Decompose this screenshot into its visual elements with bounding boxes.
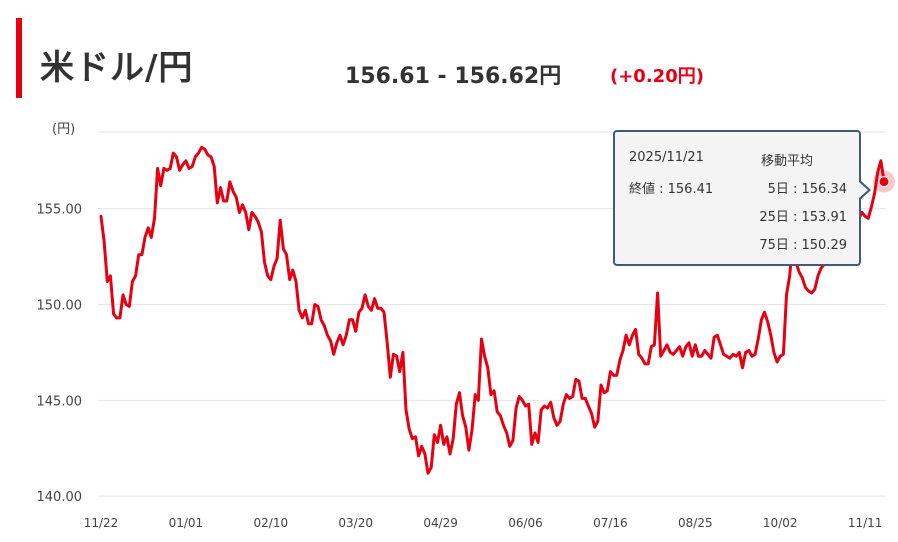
tooltip-ma-title: 移動平均 — [761, 154, 814, 169]
y-tick-label: 140.00 — [37, 490, 83, 505]
price-change: (+0.20円) — [610, 66, 704, 87]
x-tick-label: 04/29 — [423, 516, 458, 530]
x-tick-label: 06/06 — [508, 516, 543, 530]
hover-marker-point[interactable] — [878, 176, 890, 188]
data-tooltip: 2025/11/21 移動平均 終値 : 156.41 5日 : 156.34 … — [613, 130, 871, 266]
y-tick-label: 145.00 — [37, 394, 83, 409]
x-tick-label: 11/22 — [84, 516, 119, 530]
x-tick-label: 08/25 — [678, 516, 713, 530]
x-tick-label: 02/10 — [254, 516, 289, 530]
price-range: 156.61 - 156.62円 — [345, 64, 562, 89]
tooltip-date: 2025/11/21 — [629, 150, 704, 165]
tooltip-pointer-fill — [859, 182, 868, 198]
x-axis-ticks: 11/22 01/01 02/10 03/20 04/29 06/06 07/16 08/25… — [84, 516, 883, 530]
y-axis-unit-label: (円) — [52, 122, 75, 137]
y-tick-label: 155.00 — [37, 203, 83, 218]
page-title: 米ドル/円 — [40, 48, 194, 88]
y-tick-label: 150.00 — [37, 299, 83, 314]
x-tick-label: 10/02 — [763, 516, 798, 530]
tooltip-ma25: 25日 : 153.91 — [759, 210, 847, 225]
tooltip-ma5: 5日 : 156.34 — [767, 182, 847, 197]
series-line — [99, 145, 886, 475]
y-axis-ticks: 155.00 150.00 145.00 140.00 — [37, 203, 83, 505]
x-tick-label: 07/16 — [593, 516, 628, 530]
tooltip-ma75: 75日 : 150.29 — [759, 238, 847, 253]
tooltip-close-value: 終値 : 156.41 — [629, 182, 714, 197]
x-tick-label: 11/11 — [848, 516, 883, 530]
x-tick-label: 03/20 — [338, 516, 373, 530]
title-accent-bar — [16, 18, 22, 98]
x-tick-label: 01/01 — [169, 516, 204, 530]
